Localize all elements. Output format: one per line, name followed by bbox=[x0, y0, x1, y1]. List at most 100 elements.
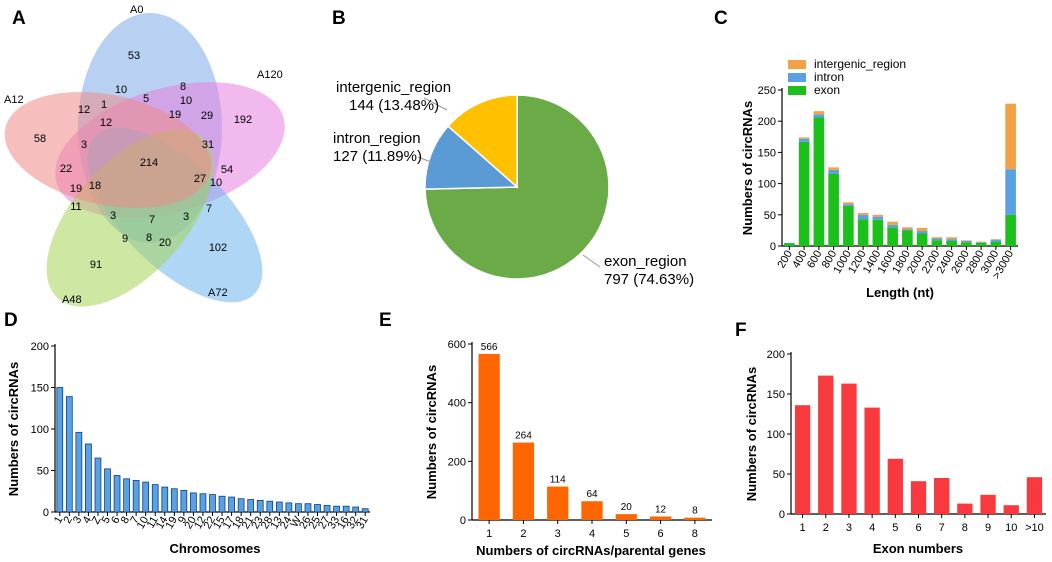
y-tick-label: 400 bbox=[448, 398, 466, 410]
bar-intergenic-region bbox=[813, 111, 825, 115]
bar bbox=[266, 500, 274, 513]
pie-label-exon-value: 797 (74.63%) bbox=[604, 271, 694, 288]
bar bbox=[247, 499, 255, 513]
x-tick-label: 11 bbox=[145, 515, 161, 531]
venn-region-value: 11 bbox=[70, 201, 81, 213]
pie-label-exon-name: exon_region bbox=[604, 253, 687, 270]
bar-data-label: 8 bbox=[692, 506, 698, 517]
venn-region-value: 58 bbox=[34, 133, 46, 145]
x-tick-label: 32 bbox=[345, 515, 362, 532]
bar bbox=[104, 468, 111, 513]
bar-intergenic-region bbox=[975, 241, 987, 243]
x-tick-label: 20 bbox=[182, 515, 199, 532]
bar bbox=[934, 478, 950, 514]
bar bbox=[209, 494, 216, 513]
y-tick-label: 200 bbox=[31, 341, 49, 353]
y-tick-label: 50 bbox=[37, 466, 49, 478]
pie-label-intron-name: intron_region bbox=[333, 130, 421, 147]
bar-data-label: 12 bbox=[655, 504, 667, 515]
bar-intergenic-region bbox=[946, 237, 957, 240]
venn-region-value: 102 bbox=[209, 242, 227, 254]
bar bbox=[352, 506, 360, 513]
x-tick-label: 23 bbox=[249, 515, 266, 532]
bar-intergenic-region bbox=[828, 167, 839, 170]
bar-exon bbox=[813, 117, 825, 247]
y-tick-label: 200 bbox=[767, 349, 785, 361]
bar-intergenic-region bbox=[843, 202, 854, 205]
pie-chart: intergenic_region 144 (13.48%) intron_re… bbox=[333, 79, 694, 288]
y-tick-label: 100 bbox=[31, 424, 49, 436]
x-axis-title: Chromosomes bbox=[169, 541, 260, 556]
bar bbox=[841, 383, 857, 514]
panel-letter-c: C bbox=[714, 8, 728, 29]
bar-intron bbox=[828, 169, 839, 174]
x-tick-label: 5 bbox=[892, 522, 898, 534]
bar bbox=[684, 517, 706, 520]
x-tick-label: 25 bbox=[307, 515, 324, 532]
bar bbox=[957, 503, 973, 514]
bar bbox=[285, 502, 293, 513]
bar bbox=[478, 353, 500, 520]
venn-label-a48: A48 bbox=[62, 294, 82, 306]
venn-label-a120: A120 bbox=[257, 69, 283, 81]
bar-intron bbox=[946, 239, 957, 242]
bar bbox=[151, 484, 159, 513]
bar-exon bbox=[975, 242, 987, 246]
x-tick-label: 17 bbox=[221, 515, 238, 532]
venn-region-value: 91 bbox=[90, 259, 102, 271]
x-tick-label: 2 bbox=[520, 528, 526, 540]
pie-leader-intron bbox=[417, 156, 432, 163]
y-tick-label: 200 bbox=[758, 116, 776, 128]
venn-region-value: 7 bbox=[206, 203, 212, 215]
x-tick-label: 26 bbox=[297, 515, 314, 532]
y-tick-label: 0 bbox=[779, 509, 785, 521]
panel-letter-b: B bbox=[332, 8, 346, 29]
bar bbox=[1003, 505, 1019, 514]
bar-chart-length: 0501001502002502004006008001000120014001… bbox=[740, 57, 1018, 300]
bar-intron bbox=[872, 216, 884, 220]
venn-ellipse-a12 bbox=[4, 91, 212, 209]
venn-label-a72: A72 bbox=[208, 287, 228, 299]
bar bbox=[615, 514, 637, 520]
venn-label-a0: A0 bbox=[130, 4, 143, 16]
x-tick-label: 8 bbox=[692, 528, 698, 540]
x-tick-label: 24 bbox=[278, 515, 295, 532]
bar-intergenic-region bbox=[902, 227, 913, 230]
bar bbox=[170, 488, 178, 513]
bar bbox=[85, 443, 92, 513]
venn-region-value: 3 bbox=[183, 211, 189, 223]
bar-intergenic-region bbox=[931, 237, 943, 239]
bar bbox=[304, 503, 312, 513]
x-tick-label: 1 bbox=[52, 515, 65, 526]
legend-label-intron: intron bbox=[814, 70, 844, 84]
bar bbox=[75, 431, 83, 513]
venn-region-value: 3 bbox=[81, 139, 87, 151]
x-tick-label: 7 bbox=[939, 522, 945, 534]
y-tick-label: 50 bbox=[773, 469, 785, 481]
bar-data-label: 64 bbox=[586, 489, 598, 500]
bar-exon bbox=[961, 242, 972, 246]
x-tick-label: 5 bbox=[623, 528, 629, 540]
x-tick-label: 19 bbox=[163, 515, 180, 532]
x-tick-label: 10 bbox=[135, 515, 152, 532]
bar bbox=[94, 457, 102, 513]
x-tick-label: 5 bbox=[100, 515, 113, 526]
venn-region-value: 8 bbox=[146, 232, 152, 244]
bar-exon bbox=[798, 141, 810, 246]
bar bbox=[864, 407, 880, 514]
venn-region-value: 53 bbox=[128, 50, 140, 62]
venn-region-value: 12 bbox=[78, 104, 90, 116]
bar bbox=[980, 494, 996, 514]
x-tick-label: >10 bbox=[1025, 522, 1044, 534]
bar-intergenic-region bbox=[961, 240, 972, 242]
y-tick-label: 0 bbox=[770, 241, 776, 253]
venn-region-value: 10 bbox=[180, 95, 192, 107]
venn-region-value: 29 bbox=[201, 110, 213, 122]
y-tick-label: 250 bbox=[758, 85, 776, 97]
y-tick-label: 0 bbox=[43, 507, 49, 519]
x-tick-label: 9 bbox=[176, 515, 189, 526]
x-tick-label: 10 bbox=[1005, 522, 1017, 534]
venn-region-value: 214 bbox=[140, 157, 158, 169]
bar bbox=[237, 498, 245, 513]
